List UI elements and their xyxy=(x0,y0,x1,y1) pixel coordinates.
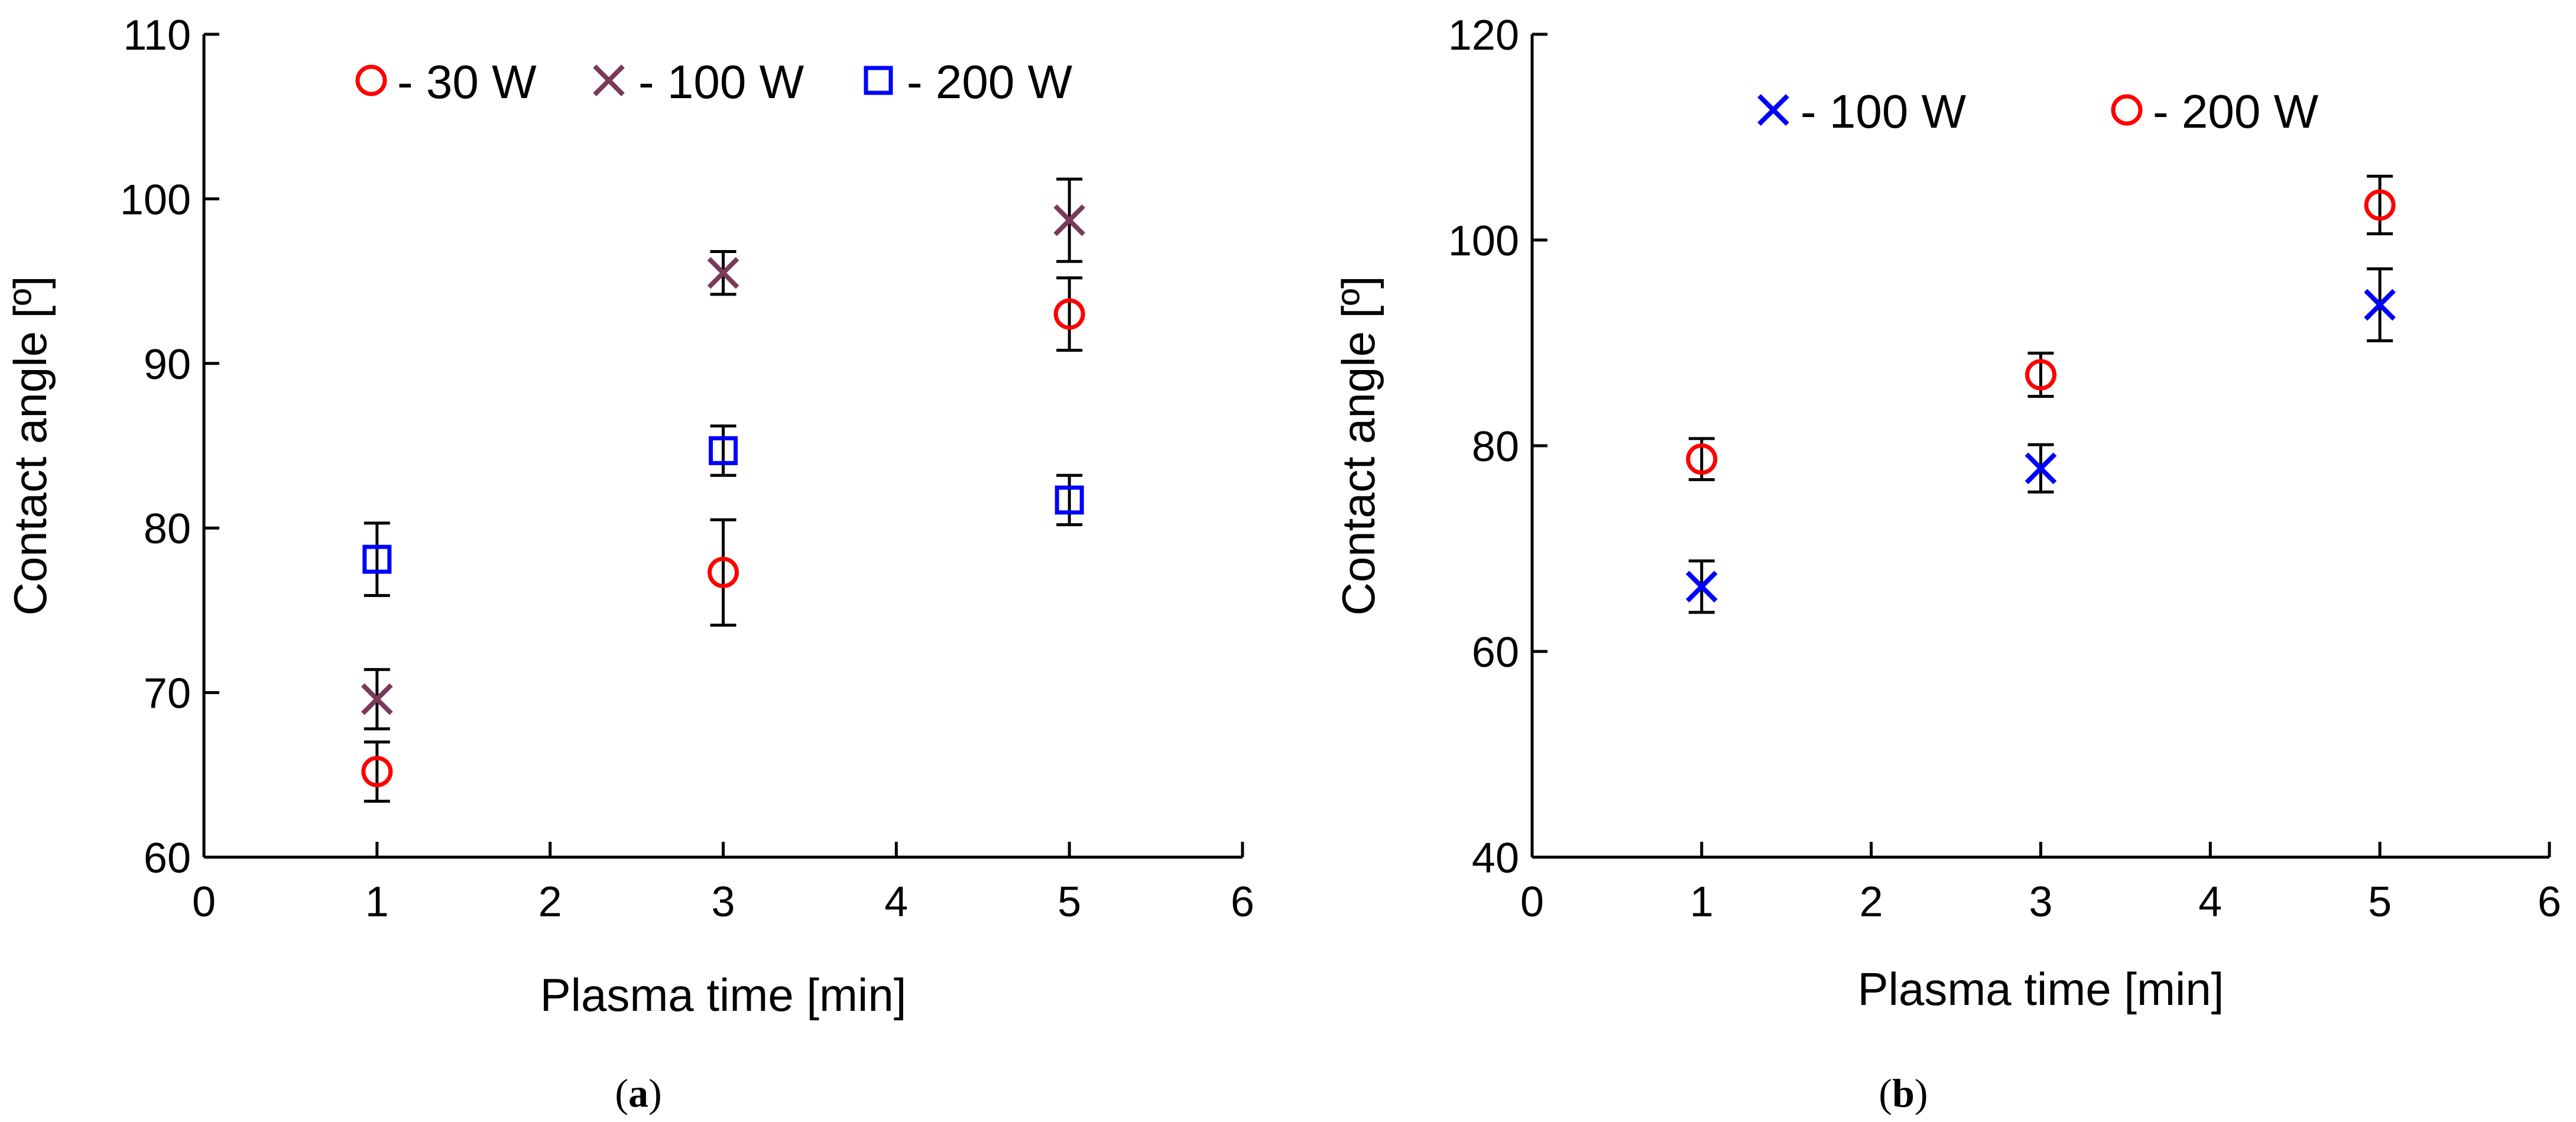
legend: - 100 W - 200 W xyxy=(1757,85,2319,138)
y-tick-label: 70 xyxy=(144,670,191,718)
data-point-stroke-b xyxy=(1053,204,1085,236)
x-tick-label: 4 xyxy=(884,878,908,926)
x-tick-label: 1 xyxy=(365,878,389,926)
panel-label-letter: b xyxy=(1892,1071,1915,1115)
error-bar xyxy=(364,521,390,597)
x-tick-label: 3 xyxy=(711,878,735,926)
x-tick-label: 6 xyxy=(2538,878,2561,926)
data-point-stroke-b xyxy=(1686,570,1718,603)
y-tick-label: 100 xyxy=(1448,218,1519,265)
y-axis-title: Contact angle [º] xyxy=(1332,276,1384,616)
x-tick-label: 0 xyxy=(1520,878,1544,926)
data-point xyxy=(361,755,393,787)
y-tick-label: 40 xyxy=(1472,835,1519,882)
series-100w xyxy=(1686,267,2396,614)
legend-marker xyxy=(355,64,387,96)
data-point xyxy=(1053,204,1085,236)
legend-marker xyxy=(2111,94,2143,126)
data-point xyxy=(361,683,393,715)
y-tick-label: 80 xyxy=(1472,423,1519,471)
error-bar xyxy=(2367,174,2393,236)
legend-marker xyxy=(864,66,893,95)
y-tick-label: 100 xyxy=(120,176,191,223)
x-tick-label: 2 xyxy=(1860,878,1883,926)
data-point xyxy=(709,436,738,465)
error-bar xyxy=(710,424,737,477)
legend-label: - 200 W xyxy=(2153,85,2319,138)
legend-marker xyxy=(1757,94,1789,126)
data-point xyxy=(2364,288,2396,321)
legend-label: - 100 W xyxy=(1800,85,1967,138)
chart-panel-a: 0 1 2 3 4 5 6 60 70 80 90 100 110 Plasma time [min] Co… xyxy=(4,12,1254,1115)
y-tick-label: 120 xyxy=(1448,12,1519,59)
x-axis-title: Plasma time [min] xyxy=(540,969,907,1021)
series-30w xyxy=(361,276,1085,803)
chart-panel-b: 0 1 2 3 4 5 6 40 60 80 100 120 Plasma time [min] Cont… xyxy=(1332,12,2561,1115)
data-point-stroke-b xyxy=(2364,288,2396,321)
error-bar xyxy=(710,518,737,627)
x-tick-label: 1 xyxy=(1690,878,1714,926)
y-axis-title: Contact angle [º] xyxy=(4,276,56,616)
y-tick-label: 90 xyxy=(144,341,191,388)
data-point-stroke-b xyxy=(2025,452,2057,485)
x-tick-label: 0 xyxy=(192,878,216,926)
panel-label: (a) xyxy=(615,1071,661,1115)
y-tick-label: 80 xyxy=(144,505,191,553)
error-bar xyxy=(1056,474,1083,527)
data-point xyxy=(2025,452,2057,485)
data-point xyxy=(1686,443,1718,475)
data-point xyxy=(362,544,392,574)
error-bar xyxy=(1056,276,1083,352)
legend-marker xyxy=(593,64,625,96)
legend-label: - 30 W xyxy=(397,56,537,108)
y-tick-label: 60 xyxy=(144,835,191,882)
series-100w xyxy=(361,177,1085,731)
data-point-stroke-b xyxy=(707,257,739,289)
y-tick-label: 110 xyxy=(123,12,191,59)
data-point xyxy=(1686,570,1718,603)
x-tick-label: 2 xyxy=(538,878,562,926)
data-point xyxy=(2364,189,2396,221)
legend-label: - 100 W xyxy=(638,56,804,108)
data-point xyxy=(708,556,739,588)
panel-label-letter: a xyxy=(628,1071,648,1115)
data-point xyxy=(1053,298,1085,330)
error-bar xyxy=(364,740,390,803)
legend-marker-stroke-b xyxy=(593,64,625,96)
legend-label: - 200 W xyxy=(907,56,1073,108)
series-200w xyxy=(1686,174,2396,481)
legend-marker-stroke-b xyxy=(1757,94,1789,126)
data-point xyxy=(2025,359,2056,391)
x-tick-label: 6 xyxy=(1231,878,1254,926)
x-tick-label: 3 xyxy=(2029,878,2052,926)
data-point-stroke-b xyxy=(361,683,393,715)
data-point xyxy=(1055,485,1084,515)
x-tick-label: 4 xyxy=(2198,878,2222,926)
data-point xyxy=(707,257,739,289)
panel-label: (b) xyxy=(1879,1071,1928,1115)
y-tick-label: 60 xyxy=(1472,629,1519,676)
x-axis-title: Plasma time [min] xyxy=(1858,963,2224,1015)
x-tick-label: 5 xyxy=(2368,878,2392,926)
legend: - 30 W - 100 W - 200 W xyxy=(355,56,1073,108)
x-tick-label: 5 xyxy=(1057,878,1081,926)
series-200w xyxy=(362,424,1084,597)
